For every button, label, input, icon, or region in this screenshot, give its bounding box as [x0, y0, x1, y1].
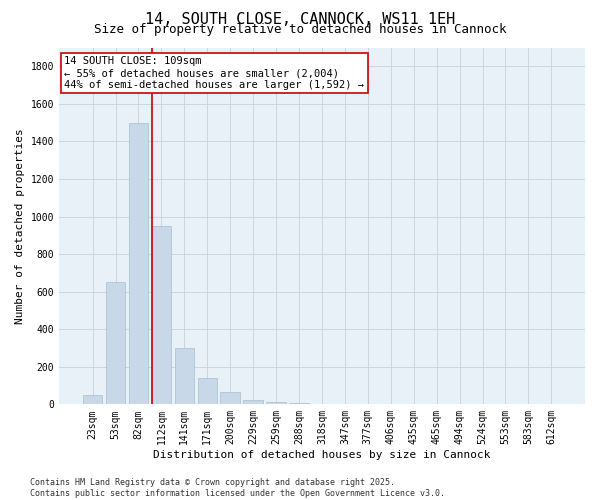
Text: 14, SOUTH CLOSE, CANNOCK, WS11 1EH: 14, SOUTH CLOSE, CANNOCK, WS11 1EH: [145, 12, 455, 28]
Bar: [289, 403, 309, 404]
Bar: [266, 402, 286, 404]
Bar: [106, 282, 125, 405]
Bar: [244, 400, 263, 404]
Bar: [129, 122, 148, 404]
Text: Contains HM Land Registry data © Crown copyright and database right 2025.
Contai: Contains HM Land Registry data © Crown c…: [30, 478, 445, 498]
Bar: [197, 378, 217, 404]
Bar: [175, 348, 194, 405]
Bar: [220, 392, 240, 404]
Bar: [83, 395, 103, 404]
Bar: [152, 226, 171, 404]
Text: Size of property relative to detached houses in Cannock: Size of property relative to detached ho…: [94, 22, 506, 36]
Text: 14 SOUTH CLOSE: 109sqm
← 55% of detached houses are smaller (2,004)
44% of semi-: 14 SOUTH CLOSE: 109sqm ← 55% of detached…: [64, 56, 364, 90]
Y-axis label: Number of detached properties: Number of detached properties: [15, 128, 25, 324]
X-axis label: Distribution of detached houses by size in Cannock: Distribution of detached houses by size …: [153, 450, 491, 460]
